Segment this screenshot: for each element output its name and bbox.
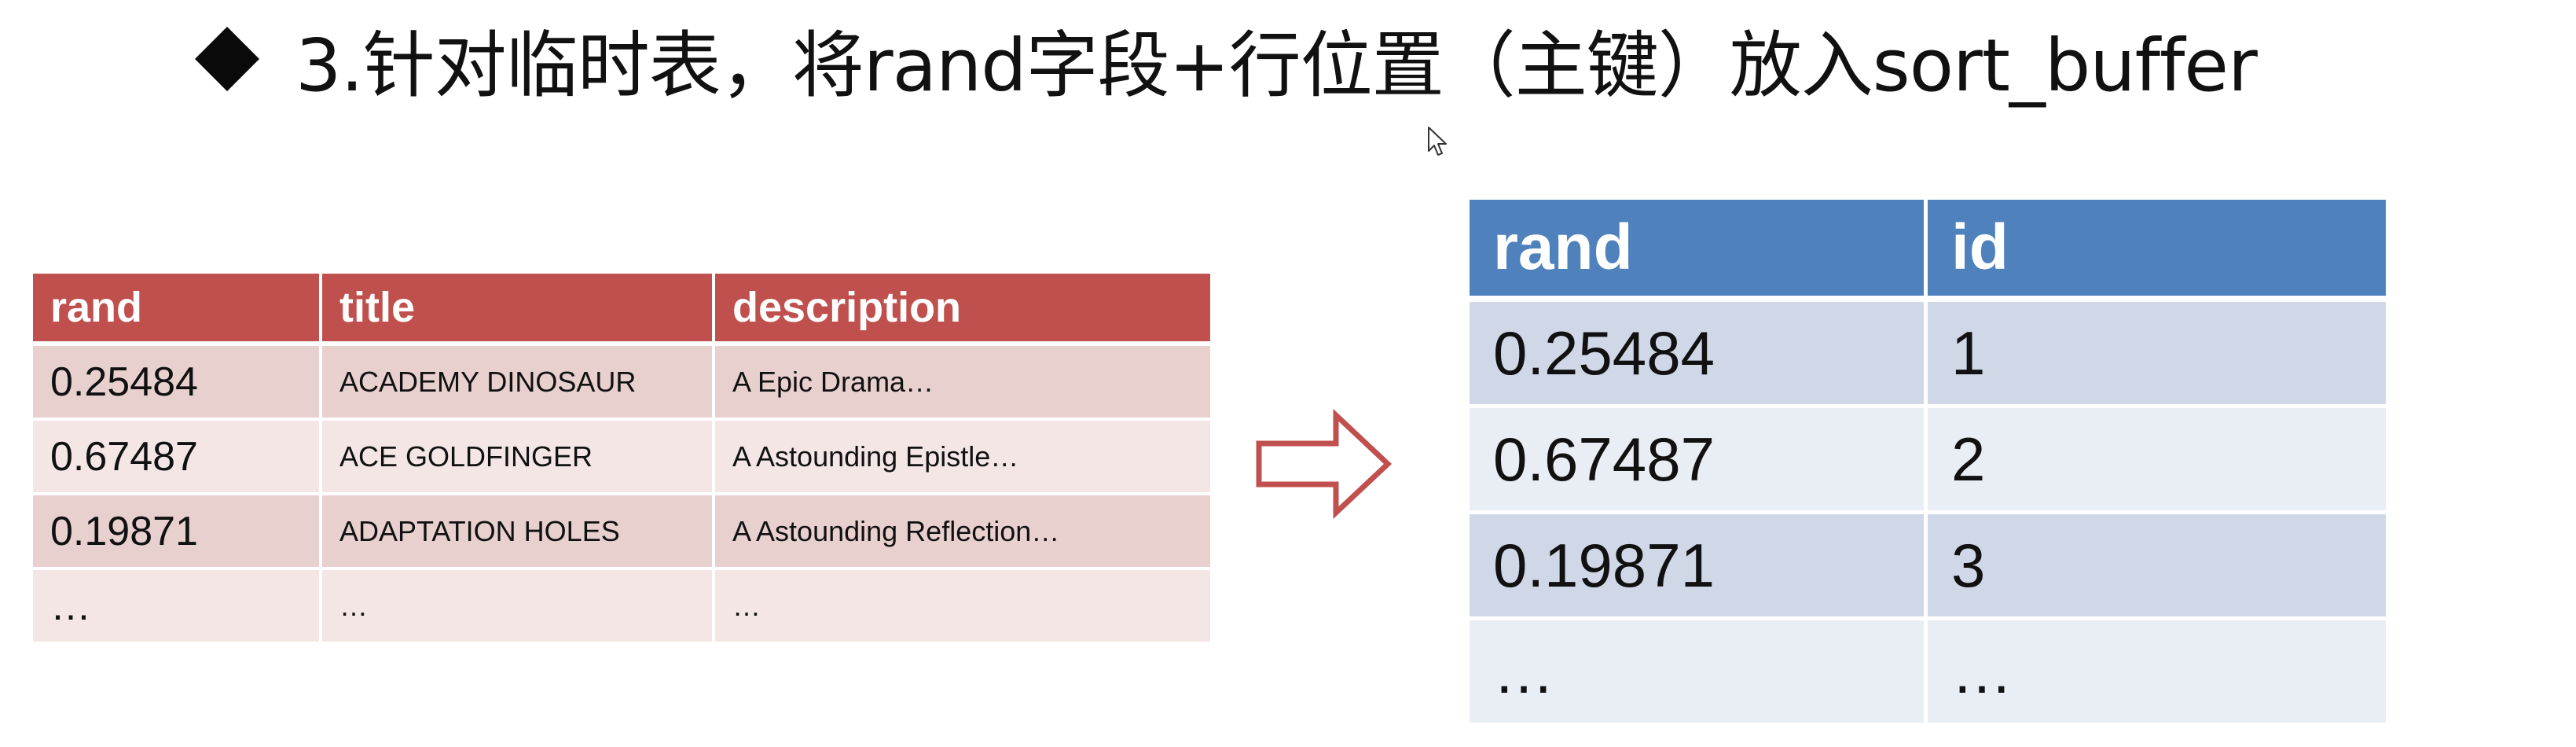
table-row: 0.67487 2 [1470,408,2386,514]
table-row: … … [1470,620,2386,727]
right-arrow-icon [1256,409,1393,519]
cell-description: A Epic Drama… [715,346,1210,421]
table-row: 0.25484 1 [1470,302,2386,408]
cell-rand: … [33,570,322,645]
mouse-pointer-icon [1428,127,1447,156]
diamond-bullet-icon [194,26,260,92]
cell-description: A Astounding Reflection… [715,495,1210,570]
cell-description: A Astounding Epistle… [715,421,1210,495]
table-row: 0.67487 ACE GOLDFINGER A Astounding Epis… [33,421,1210,495]
slide-heading-text: 3.针对临时表，将rand字段+行位置（主键）放入sort_buffer [295,23,2258,108]
cell-rand: 0.19871 [33,495,322,570]
cell-id: 3 [1928,514,2386,620]
cell-rand: 0.19871 [1470,514,1928,620]
cell-id: 2 [1928,408,2386,514]
table-row: 0.19871 ADAPTATION HOLES A Astounding Re… [33,495,1210,570]
left-table-header-row: rand title description [33,274,1210,346]
right-header-rand: rand [1470,200,1928,302]
right-table-header-row: rand id [1470,200,2386,302]
cell-title: ACADEMY DINOSAUR [322,346,715,421]
cell-rand: 0.25484 [1470,302,1928,408]
cell-title: ADAPTATION HOLES [322,495,715,570]
cell-rand: 0.25484 [33,346,322,421]
cell-title: ACE GOLDFINGER [322,421,715,495]
cell-description: … [715,570,1210,645]
cell-title: … [322,570,715,645]
left-data-table: rand title description 0.25484 ACADEMY D… [33,274,1210,645]
cell-rand: 0.67487 [1470,408,1928,514]
slide-heading: 3.针对临时表，将rand字段+行位置（主键）放入sort_buffer [194,8,2258,110]
left-header-rand: rand [33,274,322,346]
left-header-description: description [715,274,1210,346]
table-row: … … … [33,570,1210,645]
table-row: 0.25484 ACADEMY DINOSAUR A Epic Drama… [33,346,1210,421]
left-header-title: title [322,274,715,346]
cell-id: … [1928,620,2386,727]
sort-buffer-table: rand id 0.25484 1 0.67487 2 0.19871 3 … … [1470,200,2386,727]
table-row: 0.19871 3 [1470,514,2386,620]
cell-rand: … [1470,620,1928,727]
cell-id: 1 [1928,302,2386,408]
right-header-id: id [1928,200,2386,302]
cell-rand: 0.67487 [33,421,322,495]
